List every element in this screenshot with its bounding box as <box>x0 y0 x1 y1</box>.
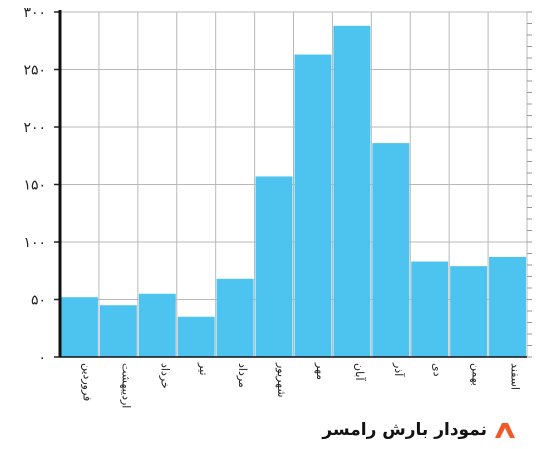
grid <box>59 11 528 358</box>
bar <box>138 293 176 357</box>
x-tick-label: اسفند <box>509 363 522 390</box>
bar <box>333 25 371 358</box>
bar <box>294 54 332 358</box>
x-tick-label: فروردین <box>80 363 93 401</box>
x-tick-label: مهر <box>314 362 327 380</box>
x-tick-label: تیر <box>197 362 210 375</box>
axes <box>54 10 532 358</box>
y-tick-label: ۱۰۰ <box>23 235 46 251</box>
x-tick-label: شهریور <box>275 362 288 397</box>
bar <box>411 261 449 357</box>
bar <box>99 305 137 357</box>
bar <box>372 143 410 357</box>
x-tick-label: خرداد <box>158 363 171 389</box>
bar <box>216 278 254 357</box>
bar <box>177 316 215 357</box>
y-tick-label: ۱۵۰ <box>23 178 46 194</box>
orange-arch-icon <box>495 423 515 438</box>
x-tick-label: مرداد <box>236 363 249 388</box>
y-tick-label: ۲۰۰ <box>23 120 46 136</box>
x-tick-label: آذر <box>392 362 406 377</box>
bars <box>61 25 526 358</box>
y-tick-label: ۵۰ <box>31 293 46 309</box>
chart-caption: نمودار بارش رامسر <box>322 420 517 440</box>
chart-title: نمودار بارش رامسر <box>322 420 487 440</box>
y-tick-label: ۲۵۰ <box>23 63 46 79</box>
x-tick-labels: فروردین اردیبهشت خرداد تیر مرداد شهریور مهر آبا… <box>80 362 521 408</box>
x-tick-label: دی <box>431 363 444 377</box>
bar <box>61 297 98 357</box>
x-tick-label: آبان <box>353 363 367 381</box>
bar <box>450 266 488 357</box>
y-tick-label: ۰ <box>38 350 46 366</box>
x-tick-label: بهمن <box>470 363 483 386</box>
bar <box>489 256 526 357</box>
y-tick-label: ۳۰۰ <box>23 5 46 21</box>
y-tick-labels: ۰ ۵۰ ۱۰۰ ۱۵۰ ۲۰۰ ۲۵۰ ۳۰۰ <box>23 5 46 366</box>
x-tick-label: اردیبهشت <box>119 363 132 408</box>
bar <box>255 176 293 357</box>
